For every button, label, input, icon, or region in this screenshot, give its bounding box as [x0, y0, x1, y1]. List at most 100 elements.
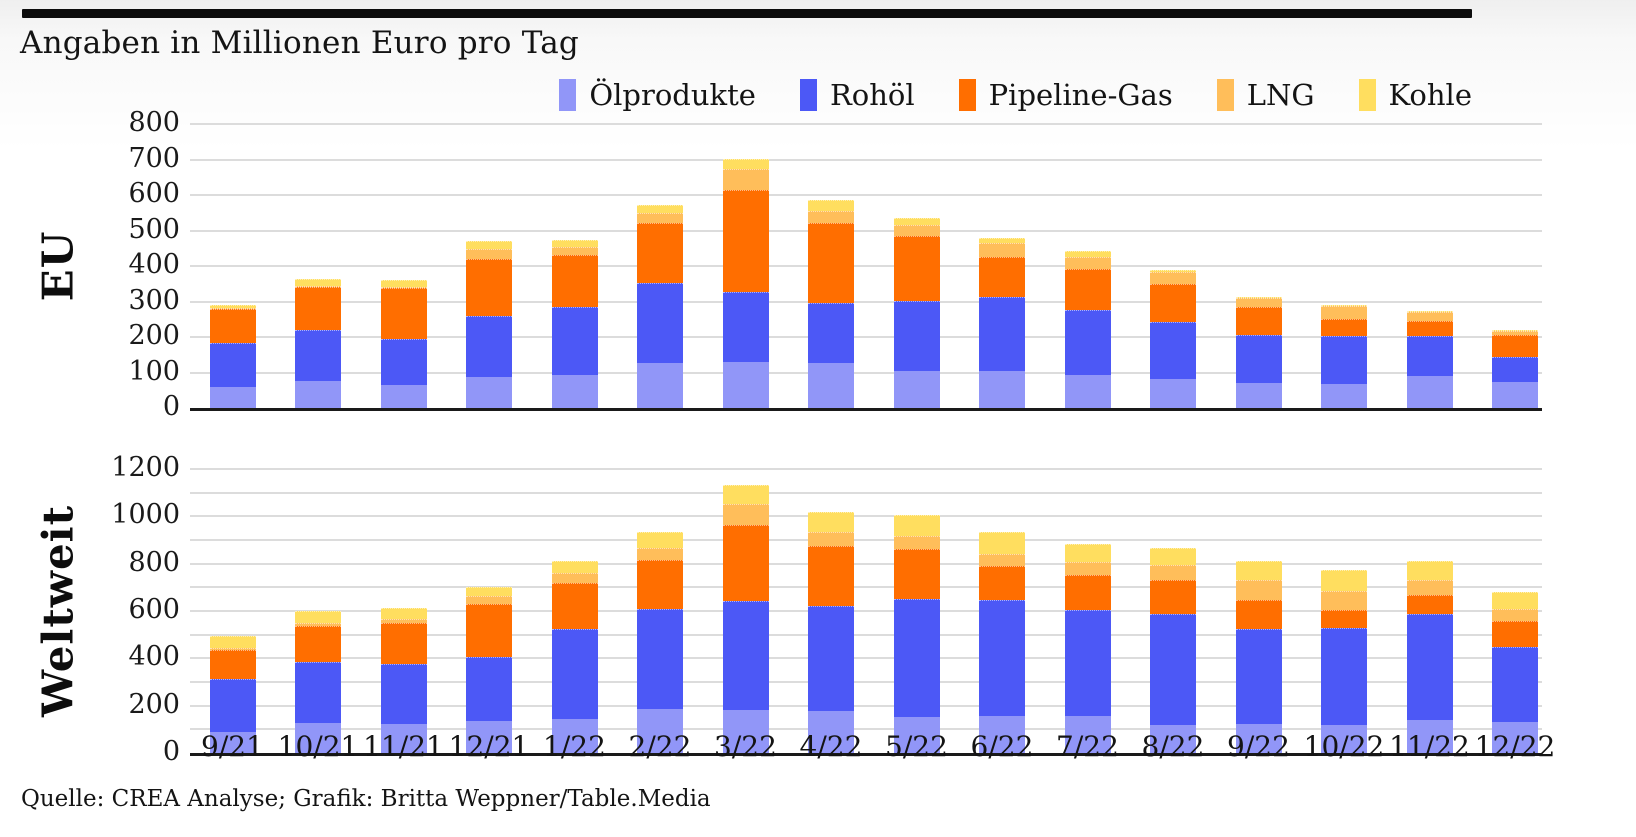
bar-segment-lng	[637, 212, 683, 224]
bar-segment-lng	[209, 307, 256, 310]
bar-10-21	[295, 469, 341, 753]
bar-8-22	[1150, 469, 1196, 753]
x-tick-label-12-22: 12/22	[1474, 730, 1556, 763]
bar-segment-pipeline-gas	[808, 222, 854, 303]
gridline-1200	[190, 468, 1542, 470]
bar-segment-kohle	[722, 159, 769, 170]
bar-segment-pipeline-gas	[1150, 580, 1196, 614]
bar-segment-kohle	[209, 636, 256, 648]
bar-segment-lng	[1235, 297, 1282, 307]
bar-segment--lprodukte	[1321, 383, 1367, 408]
y-tick-label-400: 400	[128, 249, 180, 280]
bar-12-22	[1492, 124, 1538, 408]
chart-legend: Ölprodukte Rohöl Pipeline-Gas LNG Kohle	[559, 78, 1472, 112]
legend-label: LNG	[1246, 78, 1315, 112]
gridline-300	[190, 681, 1542, 683]
bar-segment-pipeline-gas	[1406, 594, 1453, 615]
bar-segment--lprodukte	[1321, 725, 1367, 753]
bar-segment-kohle	[979, 237, 1025, 244]
bar-segment-pipeline-gas	[1235, 600, 1282, 629]
y-tick-label-600: 600	[128, 594, 180, 625]
gridline-200	[190, 704, 1542, 707]
bar-segment-lng	[893, 535, 940, 549]
bar-3-22	[722, 124, 769, 408]
bar-segment--lprodukte	[893, 371, 940, 408]
bar-segment-roh-l	[808, 606, 854, 712]
bar-segment-pipeline-gas	[1064, 268, 1111, 310]
bar-segment-pipeline-gas	[466, 258, 512, 317]
gridline-400	[190, 657, 1542, 660]
bar-segment--lprodukte	[209, 732, 256, 753]
gridline-300	[190, 300, 1542, 303]
bar-segment-kohle	[808, 512, 854, 533]
legend-item-2: Rohöl	[799, 78, 915, 112]
bar-segment-lng	[1321, 590, 1367, 610]
bar-segment-roh-l	[1492, 356, 1538, 383]
bar-segment-pipeline-gas	[1492, 620, 1538, 648]
bar-segment-lng	[1064, 257, 1111, 269]
bar-segment-kohle	[1321, 570, 1367, 591]
bar-8-22	[1150, 124, 1196, 408]
bar-12-21	[466, 124, 512, 408]
gridline-500	[190, 229, 1542, 232]
bar-segment-kohle	[1321, 305, 1367, 307]
bar-segment--lprodukte	[1150, 724, 1196, 753]
bar-segment-kohle	[1150, 547, 1196, 566]
bar-segment-lng	[1235, 580, 1282, 601]
bar-12-21	[466, 469, 512, 753]
bar-10-22	[1321, 124, 1367, 408]
bar-segment-kohle	[637, 532, 683, 549]
bar-segment-kohle	[722, 485, 769, 504]
bar-segment-kohle	[380, 279, 427, 287]
bar-11-22	[1406, 469, 1453, 753]
bar-segment--lprodukte	[1492, 722, 1538, 753]
bar-9-22	[1235, 469, 1282, 753]
bar-segment-lng	[295, 623, 341, 626]
bar-segment-lng	[209, 647, 256, 650]
title-divider-rule	[22, 9, 1472, 18]
x-tick-label-2-22: 2/22	[628, 730, 692, 763]
bar-segment-pipeline-gas	[1321, 319, 1367, 336]
bar-segment-roh-l	[979, 599, 1025, 716]
x-tick-label-7-22: 7/22	[1056, 730, 1119, 763]
bar-segment-kohle	[295, 610, 341, 624]
bar-segment-pipeline-gas	[637, 223, 683, 284]
bar-segment-kohle	[893, 514, 940, 536]
y-tick-label-200: 200	[128, 320, 180, 351]
y-tick-label-200: 200	[128, 688, 180, 720]
bar-segment-roh-l	[1321, 627, 1367, 726]
x-tick-label-3-22: 3/22	[714, 730, 777, 763]
bar-segment--lprodukte	[1406, 376, 1453, 408]
x-tick-label-1-22: 1/22	[543, 730, 606, 763]
bar-segment-pipeline-gas	[1492, 335, 1538, 357]
x-tick-label-4-22: 4/22	[799, 730, 863, 763]
bar-segment-roh-l	[295, 329, 341, 381]
bar-segment-kohle	[1235, 296, 1282, 298]
bar-segment-lng	[466, 248, 512, 259]
bar-segment-lng	[1492, 609, 1538, 621]
bar-segment--lprodukte	[1235, 724, 1282, 753]
y-tick-label-600: 600	[128, 178, 180, 209]
y-tick-label-800: 800	[128, 107, 180, 138]
bar-segment-kohle	[979, 532, 1025, 554]
bar-segment--lprodukte	[808, 711, 854, 753]
bar-segment-kohle	[637, 205, 683, 213]
bar-segment--lprodukte	[466, 720, 512, 753]
bar-segment-pipeline-gas	[637, 560, 683, 610]
bar-segment-kohle	[466, 587, 512, 597]
bar-segment-pipeline-gas	[1406, 321, 1453, 336]
x-tick-label-11-21: 11/21	[363, 730, 444, 763]
bar-segment-roh-l	[1406, 614, 1453, 720]
bar-segment-roh-l	[1235, 628, 1282, 725]
bar-segment--lprodukte	[808, 363, 854, 408]
legend-item-3: Pipeline-Gas	[958, 78, 1173, 112]
bar-7-22	[1064, 124, 1111, 408]
gridline-400	[190, 265, 1542, 267]
shared-x-axis-labels: 9/21 10/21 11/21 12/21 1/22 2/22 3/22 4/22 5/22 6…	[0, 730, 1636, 768]
bar-segment-pipeline-gas	[209, 649, 256, 679]
bar-segment-roh-l	[1064, 609, 1111, 717]
bar-segment-roh-l	[893, 598, 940, 718]
legend-swatch-icon	[559, 79, 577, 111]
bar-segment-pipeline-gas	[295, 287, 341, 330]
bar-segment-lng	[808, 211, 854, 223]
